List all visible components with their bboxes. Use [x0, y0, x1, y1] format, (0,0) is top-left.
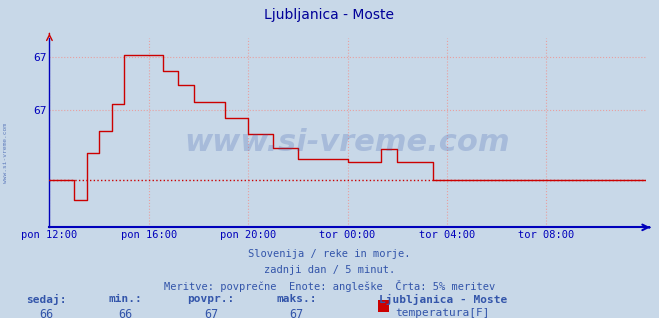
Text: zadnji dan / 5 minut.: zadnji dan / 5 minut. — [264, 265, 395, 274]
Text: Meritve: povprečne  Enote: angleške  Črta: 5% meritev: Meritve: povprečne Enote: angleške Črta:… — [164, 280, 495, 293]
Text: Ljubljanica - Moste: Ljubljanica - Moste — [264, 8, 395, 22]
Text: 67: 67 — [204, 308, 218, 318]
Text: 66: 66 — [39, 308, 53, 318]
Text: sedaj:: sedaj: — [26, 294, 67, 305]
Text: www.si-vreme.com: www.si-vreme.com — [185, 128, 511, 157]
Text: 66: 66 — [118, 308, 132, 318]
Text: Slovenija / reke in morje.: Slovenija / reke in morje. — [248, 249, 411, 259]
Text: Ljubljanica - Moste: Ljubljanica - Moste — [379, 294, 507, 305]
Text: 67: 67 — [289, 308, 304, 318]
Text: temperatura[F]: temperatura[F] — [395, 308, 490, 318]
Text: www.si-vreme.com: www.si-vreme.com — [3, 123, 8, 183]
Text: maks.:: maks.: — [276, 294, 317, 304]
Text: povpr.:: povpr.: — [187, 294, 235, 304]
Text: min.:: min.: — [108, 294, 142, 304]
